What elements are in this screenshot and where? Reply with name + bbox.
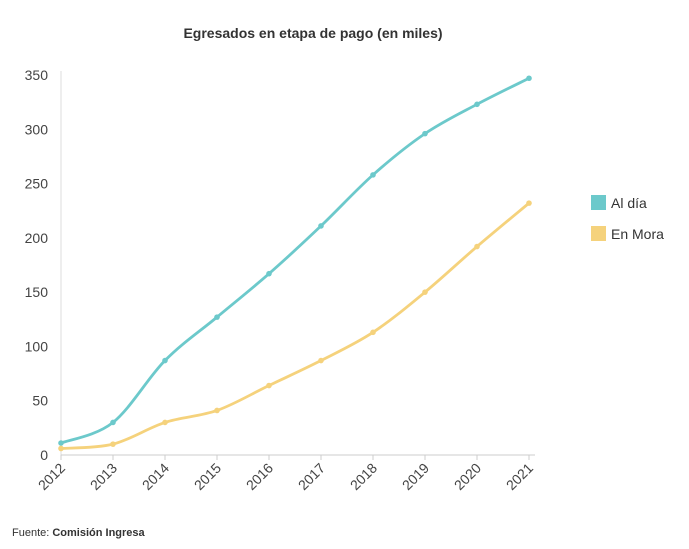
x-tick-label: 2014 (139, 460, 172, 493)
series-line-0 (59, 76, 531, 445)
data-point (526, 75, 532, 82)
data-point (318, 223, 324, 229)
y-tick-label: 300 (25, 121, 49, 137)
y-axis: 0 50 100 150 200 250 300 350 (25, 67, 62, 463)
legend-swatch (591, 195, 606, 210)
y-tick-label: 100 (25, 338, 49, 354)
y-tick-label: 200 (25, 230, 49, 246)
data-point (370, 329, 376, 336)
series-line-1 (59, 201, 531, 450)
x-tick-label: 2019 (399, 460, 432, 493)
y-tick-label: 0 (40, 447, 48, 463)
y-tick-label: 350 (25, 67, 49, 83)
source-prefix: Fuente: (12, 527, 53, 539)
data-point (58, 445, 64, 452)
data-point (266, 270, 272, 277)
data-point (422, 130, 428, 137)
source-name: Comisión Ingresa (52, 527, 145, 539)
data-point (58, 440, 64, 446)
x-tick-label: 2013 (87, 460, 120, 493)
data-point (474, 101, 480, 108)
x-tick-label: 2020 (451, 460, 484, 493)
x-tick-label: 2018 (347, 460, 380, 493)
data-point (214, 407, 220, 414)
legend-label: En Mora (611, 226, 664, 242)
y-tick-label: 250 (25, 176, 49, 192)
data-point (266, 382, 272, 389)
x-tick-label: 2016 (243, 460, 276, 493)
x-tick-label: 2015 (191, 460, 224, 493)
data-point (214, 314, 220, 320)
data-point (110, 441, 116, 447)
data-point (162, 419, 168, 426)
chart-title: Egresados en etapa de pago (en miles) (183, 25, 442, 41)
data-point (474, 243, 480, 250)
source-note: Fuente: Comisión Ingresa (12, 527, 145, 539)
data-point (370, 172, 376, 178)
x-axis: 2012 2013 2014 2015 2016 2017 2018 2019 2020 2021 (35, 454, 536, 493)
y-tick-label: 50 (32, 393, 48, 409)
y-tick-label: 150 (25, 284, 49, 300)
x-tick-label: 2012 (35, 460, 68, 493)
legend-label: Al día (611, 195, 647, 211)
data-point (318, 357, 324, 364)
legend-swatch (591, 226, 606, 241)
x-tick-label: 2021 (503, 460, 536, 493)
data-point (526, 200, 532, 206)
series-layer (58, 75, 532, 452)
data-point (422, 289, 428, 295)
data-point (110, 419, 116, 426)
legend: Al día En Mora (591, 195, 664, 242)
data-point (162, 357, 168, 364)
x-tick-label: 2017 (295, 460, 328, 493)
